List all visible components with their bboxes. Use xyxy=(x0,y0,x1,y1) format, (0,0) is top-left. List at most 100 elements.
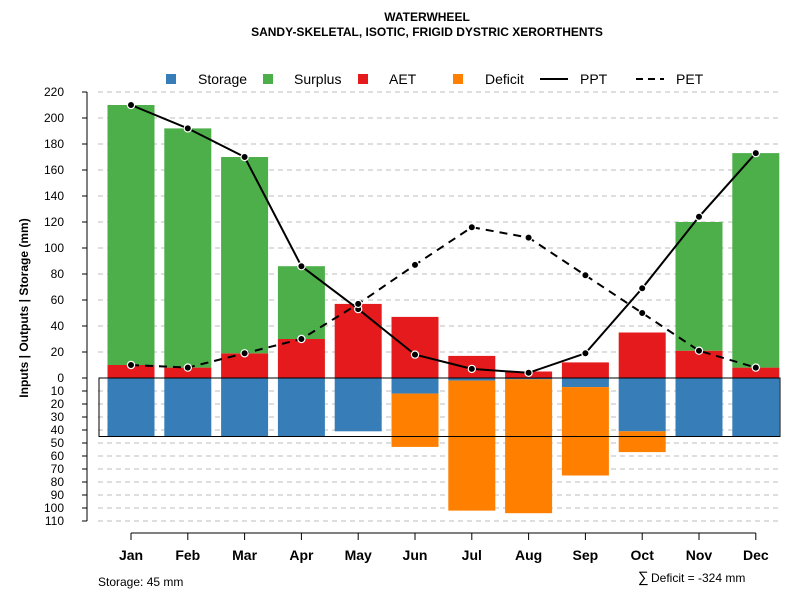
x-tick-label-apr: Apr xyxy=(289,547,314,563)
bar-storage-apr xyxy=(277,378,325,437)
ppt-point-sep xyxy=(581,349,590,358)
bar-surplus-apr xyxy=(277,266,325,339)
bar-aet-dec xyxy=(732,367,780,378)
y-tick-label: 80 xyxy=(51,267,65,281)
pet-point-jul xyxy=(467,222,476,232)
pet-point-dec xyxy=(751,363,761,372)
x-tick-label-jan: Jan xyxy=(119,547,143,563)
y-tick-label: 160 xyxy=(44,163,64,177)
y-tick-label: 30 xyxy=(51,410,65,424)
y-tick-label: 120 xyxy=(44,215,64,229)
x-tick-label-oct: Oct xyxy=(631,547,655,563)
legend-label-deficit: Deficit xyxy=(485,71,524,87)
legend-swatch-surplus xyxy=(263,74,273,84)
bar-deficit-jun xyxy=(391,393,439,447)
chart-title: WATERWHEEL xyxy=(384,10,470,24)
legend-swatch-storage xyxy=(166,74,176,84)
y-tick-label: 20 xyxy=(51,345,65,359)
y-tick-label: 100 xyxy=(44,241,64,255)
y-tick-label: 100 xyxy=(44,501,64,515)
x-tick-label-jun: Jun xyxy=(403,547,428,563)
ppt-point-nov xyxy=(694,212,704,221)
pet-line xyxy=(130,226,757,369)
y-axis-label: Inputs | Outputs | Storage (mm) xyxy=(17,218,31,397)
pet-point-aug xyxy=(524,233,533,242)
pet-point-nov xyxy=(694,346,704,355)
bar-storage-dec xyxy=(732,378,780,437)
y-tick-label: 0 xyxy=(57,371,64,385)
x-tick-label-sep: Sep xyxy=(573,547,599,563)
bar-storage-aug xyxy=(505,378,553,380)
deficit-sum-symbol: ∑ xyxy=(638,569,649,586)
x-axis: Jan Feb Mar Apr May Jun Jul Aug Sep Oct Nov Dec xyxy=(119,532,769,563)
storage-note: Storage: 45 mm xyxy=(98,575,183,589)
x-tick-label-dec: Dec xyxy=(743,547,769,563)
ppt-point-mar xyxy=(240,152,249,162)
bar-storage-jan xyxy=(107,378,155,437)
bars xyxy=(107,105,780,514)
chart-subtitle: SANDY-SKELETAL, ISOTIC, FRIGID DYSTRIC X… xyxy=(251,25,603,39)
bar-surplus-dec xyxy=(732,153,780,368)
bar-aet-feb xyxy=(164,367,212,378)
y-tick-label: 220 xyxy=(44,85,64,99)
pet-point-jun xyxy=(410,260,420,270)
bar-deficit-aug xyxy=(505,379,553,514)
bar-storage-oct xyxy=(618,378,666,432)
bar-storage-mar xyxy=(221,378,269,437)
bar-storage-nov xyxy=(675,378,723,437)
bar-surplus-jan xyxy=(107,105,155,365)
pet-point-mar xyxy=(240,349,249,358)
ppt-point-oct xyxy=(638,284,647,293)
bar-aet-jan xyxy=(107,365,155,378)
bar-aet-jun xyxy=(391,316,439,378)
pet-point-jan xyxy=(126,360,136,370)
y-tick-label: 70 xyxy=(51,462,65,476)
bar-surplus-feb xyxy=(164,128,212,368)
pet-point-feb xyxy=(183,363,192,372)
pet-point-may xyxy=(354,299,363,309)
bar-storage-sep xyxy=(561,378,609,388)
y-tick-label: 10 xyxy=(51,384,65,398)
ppt-point-jul xyxy=(467,364,476,374)
y-tick-label: 50 xyxy=(51,436,65,450)
legend-label-surplus: Surplus xyxy=(294,71,341,87)
ppt-point-feb xyxy=(183,124,192,133)
bar-aet-apr xyxy=(277,339,325,378)
ppt-point-jun xyxy=(410,350,420,359)
y-tick-label: 40 xyxy=(51,319,65,333)
bar-aet-may xyxy=(334,303,382,378)
bar-storage-jun xyxy=(391,378,439,394)
ppt-point-aug xyxy=(524,368,533,377)
gridlines xyxy=(98,91,780,522)
x-tick-label-may: May xyxy=(345,547,372,563)
legend-label-aet: AET xyxy=(389,71,417,87)
pet-point-apr xyxy=(297,334,306,344)
ppt-line xyxy=(130,104,757,374)
y-tick-label: 90 xyxy=(51,488,65,502)
legend-swatch-deficit xyxy=(453,74,463,84)
bar-storage-jul xyxy=(448,378,496,381)
x-tick-label-aug: Aug xyxy=(515,547,542,563)
bar-aet-oct xyxy=(618,332,666,378)
bar-deficit-sep xyxy=(561,387,609,476)
bar-aet-nov xyxy=(675,350,723,378)
legend-label-storage: Storage xyxy=(198,71,247,87)
legend-swatch-aet xyxy=(358,74,368,84)
bar-deficit-jul xyxy=(448,380,496,511)
pet-point-oct xyxy=(638,308,647,318)
y-axis: 0204060801001201401601802002201020304050… xyxy=(44,85,88,528)
x-tick-label-jul: Jul xyxy=(462,547,482,563)
pet-point-sep xyxy=(581,271,590,280)
legend: Storage Surplus AET Deficit PPT PET xyxy=(166,71,704,87)
bar-aet-sep xyxy=(561,362,609,378)
y-tick-label: 60 xyxy=(51,293,65,307)
y-tick-label: 40 xyxy=(51,423,65,437)
y-tick-label: 60 xyxy=(51,449,65,463)
y-tick-label: 110 xyxy=(45,514,64,528)
deficit-note: Deficit = -324 mm xyxy=(651,571,745,585)
y-tick-label: 140 xyxy=(44,189,64,203)
y-tick-label: 20 xyxy=(51,397,65,411)
y-tick-label: 80 xyxy=(51,475,65,489)
series-lines xyxy=(126,100,761,377)
